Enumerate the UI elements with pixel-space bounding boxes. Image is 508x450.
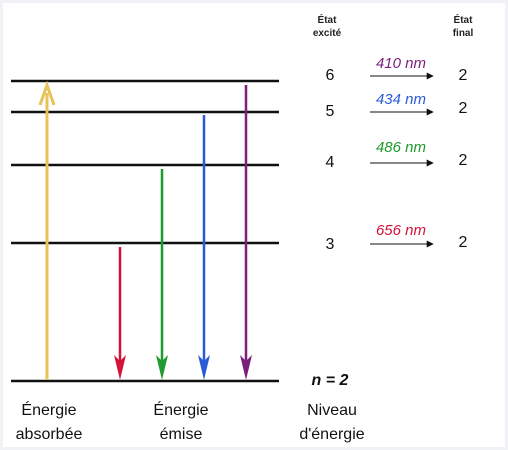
emission-arrow-656 xyxy=(114,247,126,380)
emission-arrow-410 xyxy=(240,85,252,380)
absorbed-label-line1: Énergie xyxy=(21,400,76,419)
final-state-6: 2 xyxy=(459,67,468,84)
final-state-5: 2 xyxy=(459,100,468,117)
final-state-3: 2 xyxy=(459,234,468,251)
level-label-line1: Niveau xyxy=(307,402,357,419)
ground-level-label: n = 2 xyxy=(312,372,349,389)
excited-state-5: 5 xyxy=(326,103,335,120)
excited-state-4: 4 xyxy=(326,154,335,171)
wavelength-410: 410 nm xyxy=(376,55,426,72)
diagram-frame: État excité État final 6 410 nm 2 5 434 … xyxy=(3,3,505,447)
wavelength-486: 486 nm xyxy=(376,139,426,156)
header-final-line2: final xyxy=(453,28,474,39)
wavelength-656: 656 nm xyxy=(376,222,426,239)
absorbed-label-line2: absorbée xyxy=(16,426,83,443)
emitted-label-line2: émise xyxy=(160,426,203,443)
excited-state-3: 3 xyxy=(326,236,335,253)
header-excited-line2: excité xyxy=(313,28,342,39)
final-state-4: 2 xyxy=(459,152,468,169)
emission-arrow-486 xyxy=(156,169,168,380)
level-label-line2: d'énergie xyxy=(299,426,364,443)
energy-level-diagram: État excité État final 6 410 nm 2 5 434 … xyxy=(11,13,474,443)
absorbed-energy-arrow xyxy=(38,80,56,380)
excited-state-6: 6 xyxy=(326,67,335,84)
emission-arrow-434 xyxy=(198,115,210,380)
wavelength-434: 434 nm xyxy=(376,91,426,108)
emitted-label-line1: Énergie xyxy=(153,400,208,419)
header-excited-line1: État xyxy=(318,13,338,26)
header-final-line1: État xyxy=(454,13,474,26)
